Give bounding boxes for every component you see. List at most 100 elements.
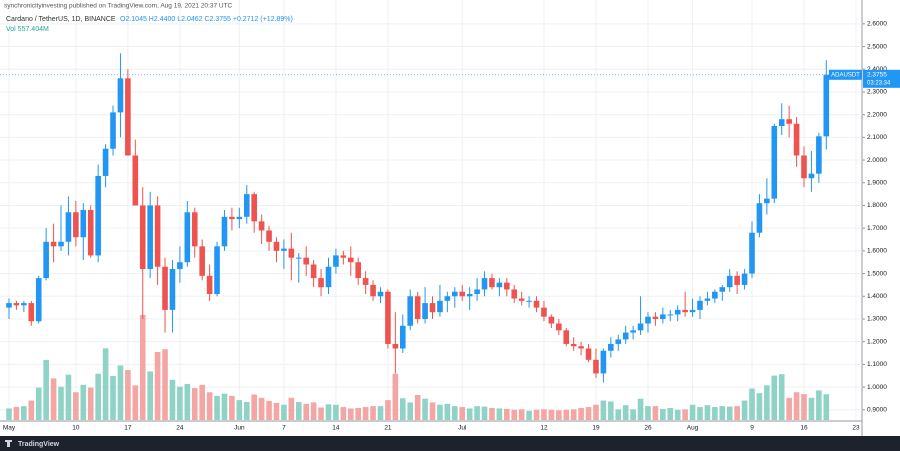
volume-bar: [570, 409, 577, 420]
volume-bar: [778, 374, 785, 420]
candle-body: [660, 314, 666, 319]
volume-bar: [615, 409, 622, 420]
candle-body: [73, 212, 79, 238]
volume-label: Vol 557.404M: [6, 26, 49, 33]
footer: [0, 436, 900, 451]
last-price-label: 2.3755: [867, 72, 887, 79]
volume-bar: [726, 406, 733, 420]
volume-bar: [340, 407, 347, 420]
candle-body: [570, 343, 577, 347]
volume-bar: [169, 379, 176, 420]
candle-body: [533, 300, 540, 308]
volume-bar: [28, 400, 35, 420]
volume-bar: [823, 394, 830, 420]
candle-body: [719, 287, 726, 292]
candle-body: [110, 112, 116, 149]
volume-bar: [741, 400, 748, 420]
candle-body: [414, 296, 421, 319]
y-tick-label: 2.1000: [867, 134, 887, 141]
volume-bar: [719, 406, 726, 420]
volume-bar: [243, 401, 250, 420]
candle-body: [392, 343, 399, 349]
x-tick-label: 9: [750, 425, 754, 432]
y-tick-label: 2.5000: [867, 43, 887, 50]
candle-body: [333, 255, 339, 267]
volume-bar: [385, 400, 391, 420]
time-axis-background: [0, 421, 862, 436]
candle-body: [295, 257, 302, 259]
volume-bar: [50, 378, 57, 420]
candle-body: [362, 278, 369, 285]
volume-bar: [214, 395, 220, 420]
volume-bar: [154, 352, 161, 420]
x-tick-label: 23: [852, 425, 860, 432]
volume-bar: [414, 395, 421, 420]
candle-body: [266, 230, 272, 242]
volume-bar: [117, 365, 124, 420]
volume-bar: [712, 407, 718, 420]
candle-body: [303, 257, 309, 265]
volume-bar: [206, 392, 213, 420]
candle-body: [608, 343, 614, 351]
volume-bar: [801, 394, 807, 420]
candle-body: [102, 148, 109, 176]
candle-body: [496, 282, 503, 288]
candle-body: [726, 275, 733, 288]
candle-body: [771, 126, 778, 199]
brand: TradingView: [18, 441, 60, 448]
volume-bar: [608, 401, 614, 420]
volume-bar: [162, 349, 168, 420]
volume-bar: [125, 370, 131, 420]
candle-body: [139, 205, 146, 270]
volume-bar: [474, 406, 480, 420]
volume-bar: [808, 397, 815, 420]
candle-body: [50, 241, 57, 247]
volume-bar: [771, 375, 778, 420]
volume-bar: [593, 404, 599, 420]
countdown: 03:23:34: [867, 80, 891, 86]
candle-body: [147, 205, 153, 270]
volume-bar: [756, 393, 763, 420]
y-tick-label: 1.2000: [867, 338, 887, 345]
candle-body: [444, 296, 451, 301]
candle-body: [489, 278, 495, 288]
candle-body: [637, 323, 644, 331]
volume-bar: [65, 374, 72, 420]
candle-body: [236, 216, 243, 220]
volume-bar: [481, 406, 488, 420]
volume-bar: [526, 410, 532, 420]
publisher: synchronicityinvesting published on Trad…: [4, 3, 233, 10]
volume-bar: [637, 398, 644, 420]
x-tick-label: Jun: [234, 425, 245, 432]
y-tick-label: 1.5000: [867, 270, 887, 277]
candle-body: [258, 221, 265, 231]
x-tick-label: 24: [176, 425, 184, 432]
volume-bar: [518, 409, 525, 420]
candle-body: [808, 173, 815, 179]
volume-bar: [749, 388, 755, 420]
volume-bar: [355, 407, 362, 420]
volume-bar: [288, 397, 295, 420]
volume-bar: [600, 400, 607, 420]
candle-body: [58, 241, 64, 247]
candle-body: [652, 316, 659, 319]
volume-bar: [697, 407, 703, 420]
volume-bar: [80, 384, 87, 420]
volume-bar: [652, 406, 659, 420]
volume-bar: [682, 409, 688, 420]
x-tick-label: 17: [124, 425, 132, 432]
volume-bar: [362, 407, 369, 420]
candle-body: [422, 303, 428, 319]
volume-bar: [184, 383, 191, 420]
volume-bar: [147, 371, 153, 420]
candle-body: [6, 303, 12, 308]
candle-body: [600, 350, 607, 374]
candle-body: [95, 175, 101, 256]
volume-bar: [58, 386, 64, 420]
volume-bar: [273, 402, 280, 420]
candle-body: [645, 316, 651, 324]
plot-background: [0, 0, 862, 421]
y-tick-label: 2.6000: [867, 21, 887, 28]
volume-bar: [251, 394, 257, 420]
